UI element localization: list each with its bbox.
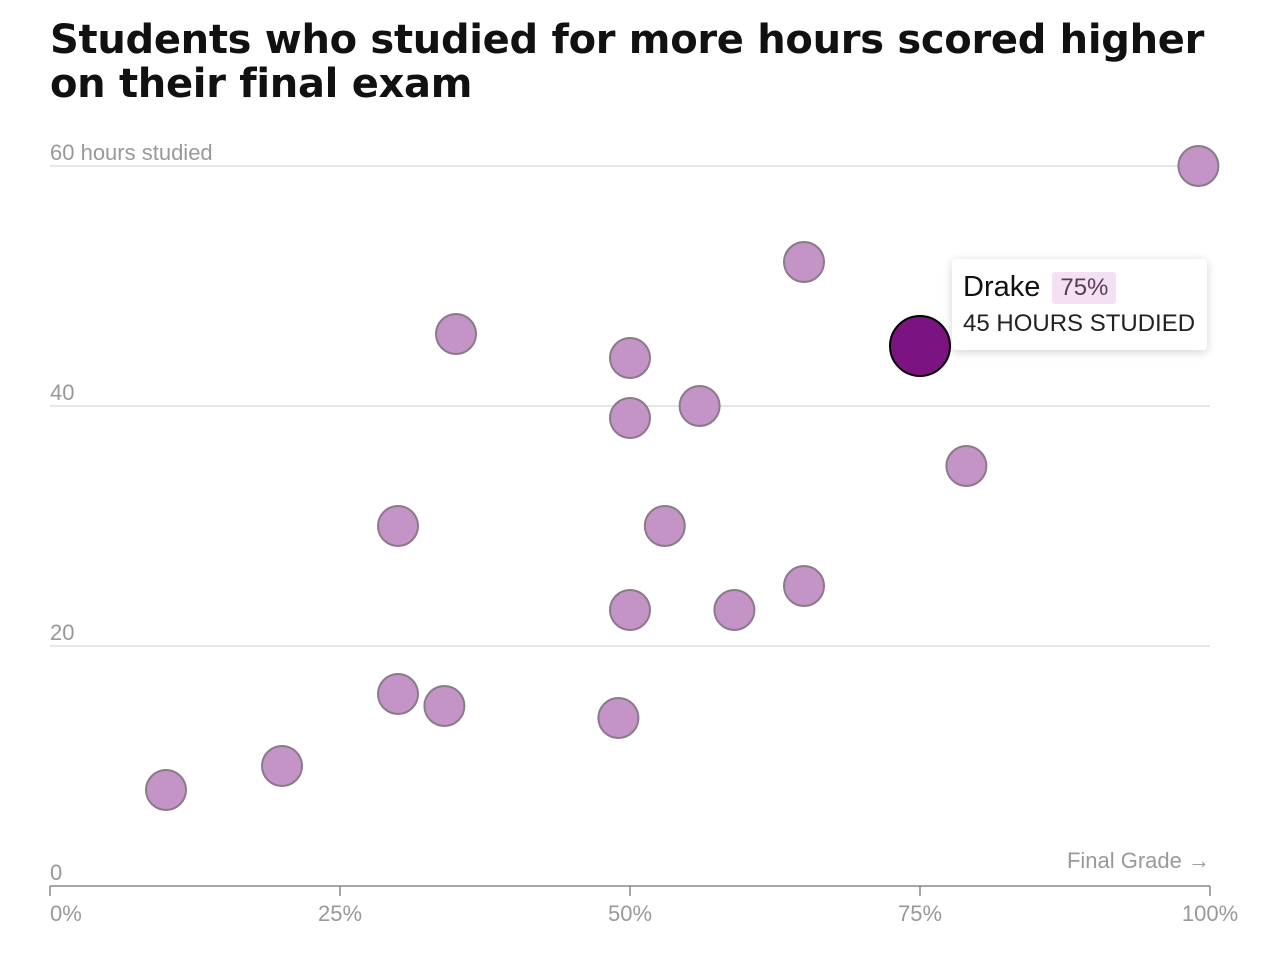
axis-layer: 0 20 40 60 hours studied 0% 25% 50% 75% 100% Fina…: [49, 140, 1238, 926]
data-point-4: [597, 697, 640, 739]
data-point-13: [783, 565, 825, 607]
data-point-10: [643, 505, 686, 547]
data-point-5: [377, 505, 419, 547]
data-point-7: [609, 337, 651, 379]
data-point-15: [945, 445, 988, 487]
data-point-12: [713, 589, 756, 631]
data-point-0: [145, 769, 187, 811]
x-tick-label-75: 75%: [898, 901, 942, 926]
y-tick-label-60: 60 hours studied: [50, 140, 213, 165]
data-point-11: [609, 589, 651, 631]
data-point-3: [423, 685, 466, 727]
chart-title: Students who studied for more hours scor…: [50, 17, 1205, 107]
tooltip-hours-studied: 45 hours studied: [963, 310, 1196, 337]
x-tick-label-25: 25%: [318, 901, 362, 926]
x-tick-label-0: 0%: [50, 901, 82, 926]
y-tick-label-20: 20: [50, 620, 74, 645]
x-tick-label-100: 100%: [1182, 901, 1238, 926]
data-point-14: [783, 241, 825, 283]
x-axis-title: Final Grade →: [1067, 848, 1210, 873]
data-point-2: [377, 673, 419, 715]
highlighted-data-point: [889, 315, 951, 377]
points-layer: [145, 145, 1220, 811]
y-tick-label-40: 40: [50, 380, 74, 405]
data-point-1: [261, 745, 303, 787]
data-point-9: [678, 385, 721, 427]
x-tick-label-50: 50%: [608, 901, 652, 926]
point-tooltip: Drake 75% 45 hours studied: [952, 259, 1208, 350]
tooltip-student-name: Drake: [963, 271, 1041, 303]
data-point-16: [1177, 145, 1220, 187]
data-point-8: [609, 397, 651, 439]
tooltip-grade-badge: 75%: [1052, 271, 1117, 304]
data-point-6: [435, 313, 477, 355]
y-tick-label-0: 0: [50, 860, 62, 885]
